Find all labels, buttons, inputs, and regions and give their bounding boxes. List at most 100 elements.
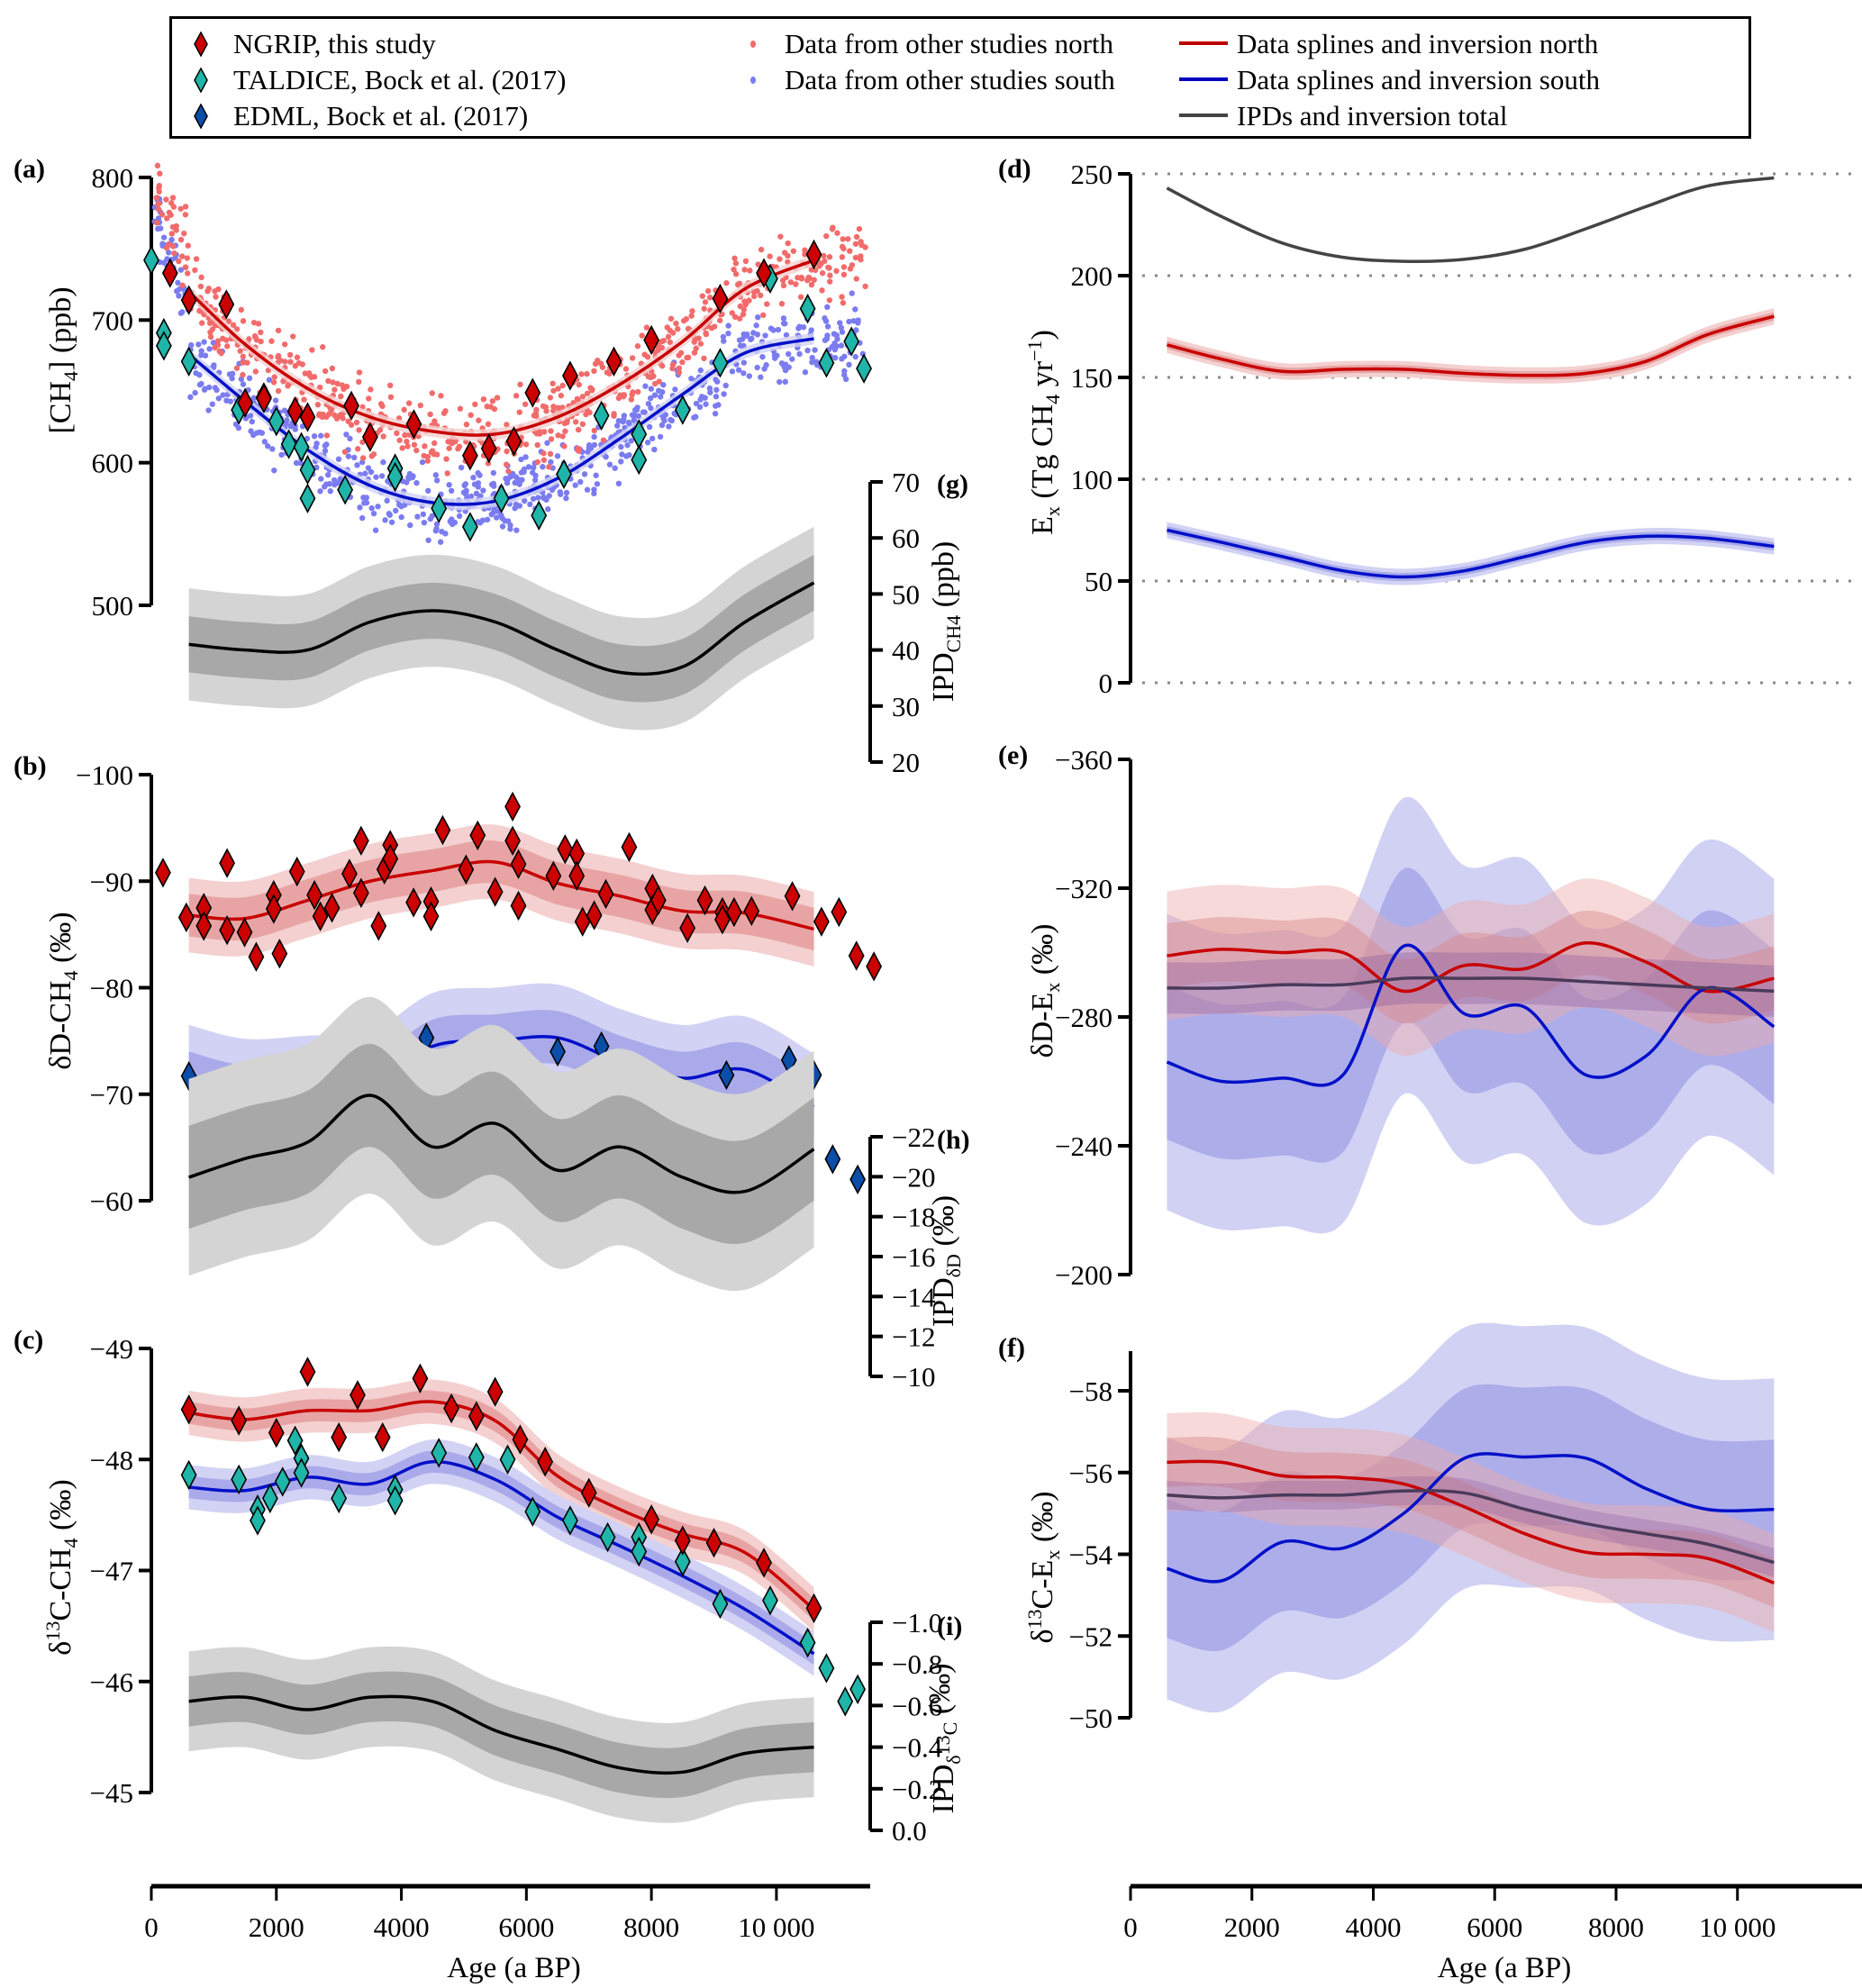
- ngrip-marker: [557, 834, 574, 865]
- data-point-south: [202, 352, 209, 359]
- data-point-south: [271, 467, 277, 474]
- y-tick-label: −12: [892, 1321, 935, 1353]
- data-point-south: [749, 335, 755, 342]
- data-point-north: [359, 439, 366, 445]
- data-point-south: [261, 439, 268, 445]
- data-point-south: [661, 417, 668, 424]
- taldice-marker: [280, 429, 297, 459]
- ngrip-marker: [323, 893, 341, 923]
- data-point-north: [193, 256, 200, 262]
- data-point-south: [768, 325, 775, 331]
- data-point-north: [489, 397, 496, 404]
- data-point-north: [572, 419, 579, 425]
- data-point-north: [275, 387, 282, 395]
- data-point-north: [163, 245, 170, 251]
- data-point-south: [594, 481, 601, 487]
- ngrip-marker: [714, 904, 731, 935]
- y-axis-label: IPDδD (‰): [927, 1195, 965, 1327]
- ngrip-marker: [805, 1593, 822, 1624]
- data-point-north: [826, 297, 833, 304]
- data-point-north: [329, 365, 336, 372]
- data-point-north: [330, 379, 336, 386]
- panel-i: −1.0 −0.8 −0.6 −0.4 −0.2 0.0 (i) IPDδ13C (‰): [188, 1607, 965, 1847]
- data-point-north: [862, 283, 868, 290]
- data-point-north: [742, 258, 749, 265]
- data-point-north: [294, 354, 301, 360]
- data-point-south: [460, 489, 468, 495]
- data-point-north: [258, 329, 264, 336]
- data-point-south: [786, 350, 792, 358]
- data-point-south: [240, 381, 247, 387]
- data-point-north: [701, 355, 707, 362]
- data-point-north: [411, 441, 418, 448]
- data-point-north: [617, 392, 623, 398]
- ngrip-marker: [422, 901, 440, 931]
- data-point-north: [546, 464, 552, 470]
- data-point-north: [368, 386, 374, 393]
- y-tick-label: −46: [90, 1666, 133, 1698]
- ngrip-marker: [286, 395, 304, 427]
- ngrip-marker: [180, 1394, 197, 1425]
- ngrip-marker: [562, 360, 578, 391]
- y-tick-label: −0.2: [892, 1774, 942, 1805]
- data-point-south: [343, 431, 350, 438]
- data-point-north: [169, 195, 177, 201]
- data-point-south: [839, 356, 845, 362]
- data-point-south: [761, 366, 768, 372]
- data-point-north: [853, 233, 860, 241]
- y-tick-label: −56: [1069, 1457, 1113, 1489]
- taldice-marker: [499, 1444, 516, 1475]
- data-point-north: [599, 364, 606, 370]
- x-tick-label: 8000: [1588, 1911, 1644, 1943]
- data-point-south: [804, 347, 811, 354]
- taldice-marker: [274, 1466, 291, 1497]
- data-point-north: [829, 226, 836, 232]
- spline-band-outer: [188, 824, 814, 967]
- y-tick-label: −60: [90, 1185, 133, 1217]
- data-point-south: [621, 416, 627, 422]
- ngrip-marker: [848, 940, 865, 971]
- data-point-south: [852, 306, 858, 313]
- panel-label: (b): [14, 751, 47, 781]
- data-point-north: [667, 339, 674, 346]
- data-point-south: [735, 367, 742, 373]
- data-point-north: [405, 400, 413, 406]
- data-point-north: [736, 315, 743, 322]
- data-point-south: [846, 361, 852, 368]
- data-point-north: [693, 345, 699, 351]
- data-point-north: [559, 382, 566, 389]
- y-tick-label: −1.0: [892, 1607, 942, 1639]
- data-point-south: [623, 453, 630, 459]
- data-point-south: [774, 352, 780, 359]
- data-point-north: [534, 441, 540, 449]
- taldice-marker: [293, 431, 310, 462]
- total-band: [1167, 951, 1775, 1017]
- data-point-north: [561, 420, 568, 427]
- y-tick-label: 20: [892, 747, 920, 778]
- ngrip-marker: [743, 895, 760, 927]
- y-axis-label: IPDδ13C (‰): [923, 1663, 965, 1813]
- data-point-north: [207, 329, 213, 336]
- data-point-north: [182, 264, 189, 271]
- data-point-north: [561, 443, 568, 449]
- data-point-south: [591, 433, 597, 440]
- data-point-north: [804, 277, 811, 284]
- panel-d: 250 200 150 100 50 0 (d) Ex (Tg CH4 yr−1): [998, 154, 1856, 699]
- data-point-south: [232, 421, 240, 428]
- data-point-south: [498, 512, 504, 519]
- data-point-north: [584, 370, 590, 377]
- data-point-north: [821, 252, 827, 259]
- data-point-north: [793, 281, 799, 287]
- data-point-north: [823, 232, 830, 240]
- data-point-north: [204, 287, 211, 295]
- emission-south-line: [1167, 528, 1775, 579]
- ngrip-marker: [605, 346, 622, 377]
- data-point-south: [841, 372, 848, 378]
- data-point-north: [163, 196, 169, 203]
- data-point-south: [265, 443, 271, 449]
- data-point-south: [432, 472, 440, 478]
- data-point-south: [839, 329, 846, 335]
- data-point-south: [215, 395, 223, 402]
- y-tick-label: −90: [90, 866, 133, 897]
- ipd-line: [188, 1094, 815, 1194]
